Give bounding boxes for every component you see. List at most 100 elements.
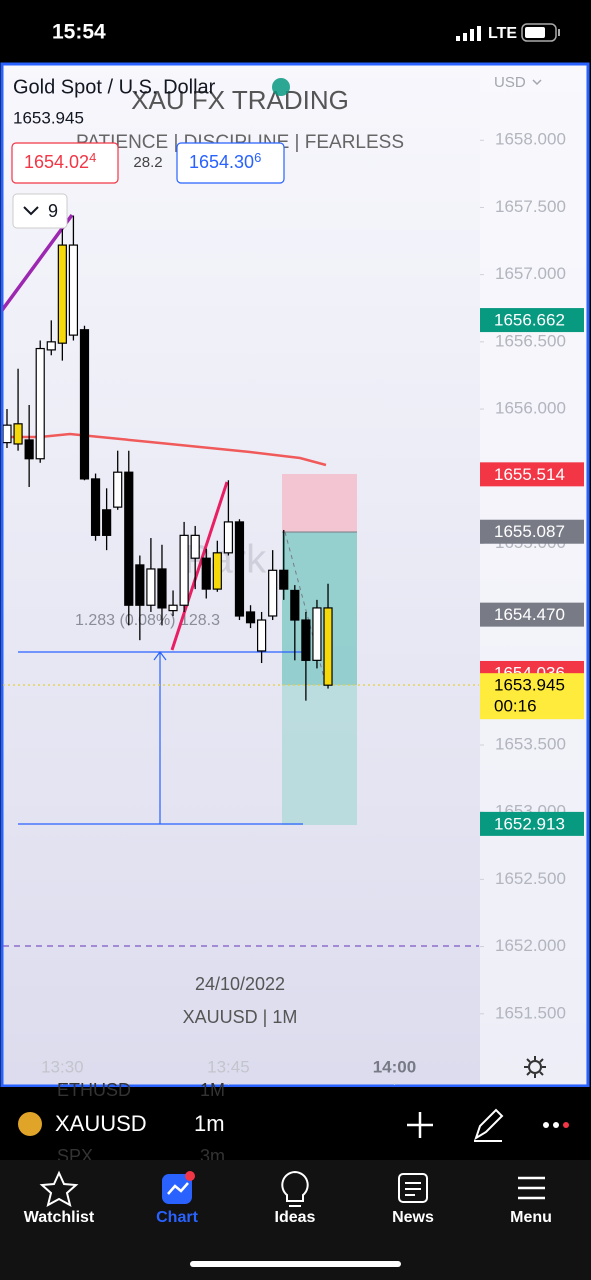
candle-body bbox=[13, 423, 23, 445]
candle-body bbox=[268, 569, 278, 617]
stop-zone bbox=[282, 474, 357, 532]
badge bbox=[185, 1171, 195, 1181]
news-icon-lines bbox=[405, 1182, 421, 1196]
tab-bar bbox=[0, 1160, 591, 1280]
spread: 28.2 bbox=[133, 154, 162, 171]
y-tick-label: 1656.500 bbox=[495, 331, 566, 350]
candle-body bbox=[24, 439, 34, 460]
chevron bbox=[532, 79, 542, 86]
candle-body bbox=[113, 471, 123, 508]
plot-area: XAU FX TRADING PATIENCE | DISCIPLINE | F… bbox=[3, 85, 479, 947]
price-badge bbox=[480, 308, 584, 333]
nav-tab[interactable]: Ideas bbox=[275, 1209, 316, 1226]
settings-icon[interactable] bbox=[524, 1056, 546, 1078]
candle-body bbox=[90, 478, 101, 536]
news-icon bbox=[398, 1173, 428, 1203]
x-tick-label: 14:00 bbox=[373, 1057, 416, 1076]
price-badge bbox=[480, 519, 584, 544]
y-tick-label: 1658.000 bbox=[495, 130, 566, 149]
y-tick-label: 1652.000 bbox=[495, 936, 566, 955]
clock: 15:54 bbox=[52, 21, 106, 44]
candle-body bbox=[234, 521, 245, 617]
candle-body bbox=[257, 619, 267, 652]
candle-body bbox=[46, 341, 56, 351]
nav-tab[interactable]: Menu bbox=[510, 1209, 552, 1226]
chevron bbox=[23, 206, 39, 216]
candles bbox=[3, 215, 333, 701]
ghost-symbol: ETHUSD bbox=[57, 1080, 131, 1100]
ghost-interval: 1M bbox=[200, 1080, 225, 1100]
nav-labels: Watchlist Chart Ideas News Menu bbox=[24, 1209, 552, 1226]
price-badge-label: 1655.087 bbox=[494, 522, 565, 541]
toolbar bbox=[0, 1087, 591, 1160]
nav-tab[interactable]: Chart bbox=[156, 1209, 198, 1226]
add-button[interactable] bbox=[407, 1112, 433, 1138]
ask: 1654.306 bbox=[189, 150, 261, 171]
axes: 1658.000 1657.500 1657.000 1656.500 1656.000… bbox=[41, 130, 584, 1085]
market-open-dot bbox=[272, 78, 290, 96]
measure-label: 1.283 (0.08%) 128.3 bbox=[75, 612, 220, 629]
y-tick-label: 1653.500 bbox=[495, 734, 566, 753]
ideas-icon bbox=[281, 1170, 309, 1207]
currency[interactable]: USD bbox=[494, 74, 526, 91]
candle-body bbox=[279, 569, 289, 590]
chart-icon-line bbox=[167, 1182, 189, 1195]
candle-body bbox=[312, 607, 322, 661]
nav-tab[interactable]: Watchlist bbox=[24, 1209, 95, 1226]
candle-body bbox=[301, 619, 311, 661]
symbol-title: Gold Spot / U.S. Dollar bbox=[13, 76, 216, 98]
nav-tab[interactable]: News bbox=[392, 1209, 434, 1226]
target-zone bbox=[282, 685, 357, 825]
signal-icon bbox=[456, 26, 481, 41]
candle-body bbox=[102, 509, 112, 536]
price-badge-label: 1654.470 bbox=[494, 605, 565, 624]
network: LTE bbox=[488, 25, 517, 42]
price-scale bbox=[480, 66, 586, 1084]
symbol-icon bbox=[18, 1112, 42, 1136]
moving-average bbox=[3, 432, 327, 467]
more-button[interactable] bbox=[543, 1122, 569, 1128]
interval[interactable]: 1m bbox=[194, 1111, 225, 1136]
candle-body bbox=[245, 611, 256, 624]
countdown: 00:16 bbox=[494, 697, 537, 716]
price-badge-label: 1653.945 bbox=[494, 676, 565, 695]
candle-body bbox=[179, 534, 189, 606]
buy-button[interactable] bbox=[176, 142, 285, 184]
last-price: 1653.945 bbox=[13, 108, 84, 127]
candle-body bbox=[57, 244, 67, 344]
menu-icon bbox=[518, 1176, 545, 1200]
indicators-toggle[interactable] bbox=[12, 193, 68, 229]
symbol[interactable]: XAUUSD bbox=[55, 1111, 147, 1136]
candle-body bbox=[223, 521, 233, 554]
candle-body bbox=[212, 552, 222, 590]
candle-body bbox=[201, 557, 211, 590]
y-tick-label: 1651.500 bbox=[495, 1003, 566, 1022]
battery-level bbox=[525, 27, 545, 38]
x-tick-label: 13:30 bbox=[41, 1057, 84, 1076]
battery-tip bbox=[558, 29, 560, 36]
price-badge-label: 1656.662 bbox=[494, 311, 565, 330]
sell-button[interactable] bbox=[11, 142, 119, 184]
draw-button[interactable] bbox=[474, 1108, 504, 1142]
y-tick-label: 1657.500 bbox=[495, 197, 566, 216]
symbol-label: XAUUSD | 1M bbox=[183, 1007, 298, 1027]
y-tick-label: 1657.000 bbox=[495, 264, 566, 283]
price-badge-label: 1655.514 bbox=[494, 465, 565, 484]
candle-body bbox=[135, 564, 145, 606]
candle-body bbox=[146, 568, 156, 606]
candle-body bbox=[323, 607, 333, 686]
candle-body bbox=[290, 589, 300, 621]
candle-body bbox=[79, 329, 90, 480]
x-tick-label: 13:45 bbox=[207, 1057, 250, 1076]
date-label: 24/10/2022 bbox=[195, 974, 285, 994]
candle-body bbox=[157, 568, 167, 609]
watchlist-icon bbox=[39, 1170, 79, 1207]
price-badge bbox=[480, 811, 584, 836]
candle-body bbox=[68, 244, 79, 336]
measure-arrow-head bbox=[153, 651, 167, 661]
candle-body bbox=[35, 347, 45, 460]
candle-body bbox=[124, 471, 134, 606]
trend-line bbox=[170, 481, 229, 651]
candle-body bbox=[190, 534, 200, 559]
